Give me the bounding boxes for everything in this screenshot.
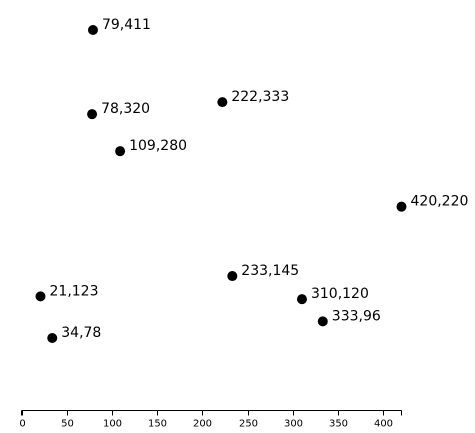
data-point bbox=[296, 294, 307, 305]
x-tick-label: 50 bbox=[61, 419, 74, 430]
data-point-label: 333,96 bbox=[332, 308, 381, 324]
x-tick-label: 300 bbox=[284, 419, 303, 430]
data-point-group: 233,145 bbox=[227, 263, 299, 282]
data-point-group: 21,123 bbox=[35, 283, 99, 302]
data-point-group: 310,120 bbox=[296, 286, 369, 305]
data-point-label: 310,120 bbox=[311, 286, 369, 302]
data-point-group: 222,333 bbox=[217, 89, 289, 108]
data-point bbox=[35, 291, 46, 302]
data-point bbox=[87, 109, 98, 120]
x-tick-label: 350 bbox=[329, 419, 348, 430]
x-tick-label: 100 bbox=[103, 419, 122, 430]
data-point-group: 420,220 bbox=[396, 194, 469, 212]
data-point-label: 78,320 bbox=[101, 101, 150, 117]
data-point-group: 333,96 bbox=[317, 308, 381, 327]
x-tick-label: 0 bbox=[19, 419, 25, 430]
x-axis: 0 50 100 150 200 250 300 350 400 bbox=[19, 410, 402, 430]
x-tick-label: 400 bbox=[374, 419, 393, 430]
data-point-label: 233,145 bbox=[241, 263, 299, 279]
data-point-label: 79,411 bbox=[102, 17, 151, 33]
x-tick-label: 150 bbox=[148, 419, 167, 430]
x-tick-label: 200 bbox=[193, 419, 212, 430]
data-point-label: 21,123 bbox=[50, 283, 99, 299]
data-points: 79,411 78,320 222,333 109,280 420,220 233,145… bbox=[35, 17, 469, 343]
data-point bbox=[87, 25, 98, 35]
x-tick-label: 250 bbox=[239, 419, 258, 430]
data-point bbox=[47, 333, 58, 343]
data-point bbox=[227, 271, 238, 282]
data-point bbox=[317, 316, 328, 327]
data-point-group: 78,320 bbox=[87, 101, 150, 120]
data-point-group: 109,280 bbox=[115, 138, 187, 157]
data-point-label: 222,333 bbox=[231, 89, 289, 105]
data-point-group: 34,78 bbox=[47, 325, 101, 343]
data-point bbox=[396, 201, 407, 212]
data-point-label: 109,280 bbox=[129, 138, 187, 154]
data-point bbox=[217, 97, 228, 108]
data-point bbox=[115, 146, 126, 157]
data-point-label: 420,220 bbox=[411, 194, 469, 210]
data-point-group: 79,411 bbox=[87, 17, 151, 35]
data-point-label: 34,78 bbox=[61, 325, 101, 341]
x-axis-ticks: 0 50 100 150 200 250 300 350 400 bbox=[19, 410, 402, 430]
